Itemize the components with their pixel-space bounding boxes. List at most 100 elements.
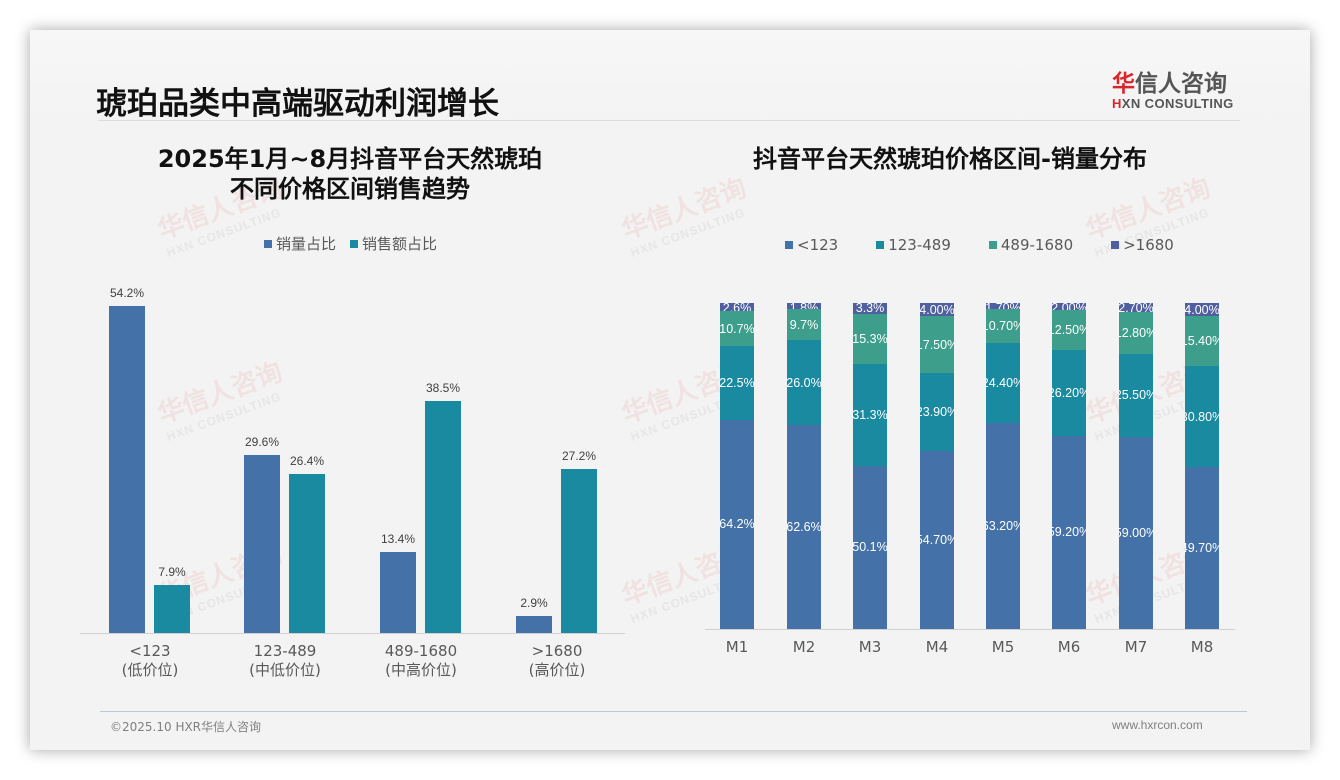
segment-value-label: 26.20% (1052, 386, 1086, 401)
bar-segment: 2.70% (1119, 303, 1153, 312)
bar-volume-1 (244, 454, 280, 633)
category-label-line: <123 (129, 642, 171, 660)
bar-segment: 10.70% (986, 308, 1020, 344)
stacked-bar-M2: 62.6% 26.0% 9.7% 1.8% (787, 303, 821, 629)
segment-value-label: 24.40% (986, 376, 1020, 391)
bar-segment: 59.20% (1052, 435, 1086, 629)
month-label: M6 (1057, 638, 1081, 656)
legend-label: <123 (797, 236, 839, 254)
bar-volume-2 (380, 552, 416, 633)
right-chart-legend: <123 123-489 489-1680 >1680 (785, 236, 1174, 254)
left-chart-x-axis (80, 633, 625, 634)
bar-segment: 15.40% (1185, 316, 1219, 367)
bar-segment: 17.50% (920, 316, 954, 374)
category-label-line: (高价位) (528, 661, 586, 679)
header-band (30, 30, 1310, 120)
logo-en: HXN CONSULTING (1112, 96, 1242, 111)
segment-value-label: 2.6% (722, 303, 752, 312)
category-label: >1680 (高价位) (496, 642, 618, 680)
bar-segment: 2.00% (1052, 303, 1086, 310)
segment-value-label: 3.3% (855, 303, 885, 314)
legend-swatch-icon (1111, 241, 1120, 249)
month-label: M4 (925, 638, 949, 656)
bar-segment: 24.40% (986, 343, 1020, 423)
right-chart-title: 抖音平台天然琥珀价格区间-销量分布 (753, 145, 1147, 173)
bar-segment: 12.50% (1052, 309, 1086, 351)
legend-label: 489-1680 (1000, 236, 1074, 254)
month-label: M7 (1124, 638, 1148, 656)
category-label: 489-1680 (中高价位) (360, 642, 482, 680)
bar-segment: 15.3% (853, 313, 887, 364)
bar-value-label: 2.9% (520, 595, 548, 610)
stacked-bar-M5: 63.20% 24.40% 10.70% 1.70% (986, 303, 1020, 629)
segment-value-label: 23.90% (920, 404, 954, 419)
legend-item-0: <123 (785, 236, 838, 254)
segment-value-label: 4.00% (1185, 303, 1219, 317)
bar-segment: 25.50% (1119, 353, 1153, 437)
left-chart-plot: 54.2% 7.9% <123 (低价位) 29.6% 26.4% 123-489 (中低价位… (30, 30, 730, 750)
legend-swatch-icon (988, 241, 997, 249)
logo-en-rest: XN CONSULTING (1121, 96, 1234, 111)
category-label-line: >1680 (531, 642, 583, 660)
legend-swatch-icon (876, 241, 885, 249)
segment-value-label: 12.80% (1119, 325, 1153, 340)
left-chart-legend: 销量占比 销售额占比 (264, 233, 437, 254)
bar-segment: 31.3% (853, 363, 887, 466)
logo-cn-first: 华 (1112, 71, 1135, 97)
bar-value-label: 29.6% (244, 434, 280, 449)
segment-value-label: 1.70% (986, 303, 1020, 309)
left-chart-title-line2: 不同价格区间销售趋势 (230, 175, 470, 203)
stacked-bar-M6: 59.20% 26.20% 12.50% 2.00% (1052, 303, 1086, 629)
slide: 琥珀品类中高端驱动利润增长 华信人咨询 HXN CONSULTING 华信人咨询… (30, 30, 1310, 750)
footer-copyright: ©2025.10 HXR华信人咨询 (110, 720, 262, 734)
stacked-bar-M4: 54.70% 23.90% 17.50% 4.00% (920, 303, 954, 629)
bar-value-label: 26.4% (289, 453, 325, 468)
company-logo: 华信人咨询 HXN CONSULTING (1112, 64, 1242, 111)
logo-cn: 华信人咨询 (1112, 64, 1242, 98)
segment-value-label: 26.0% (787, 375, 821, 390)
segment-value-label: 10.7% (720, 321, 754, 336)
segment-value-label: 10.70% (986, 319, 1020, 333)
header-divider (98, 120, 1240, 121)
bar-volume-3 (516, 615, 552, 633)
bar-segment: 59.00% (1119, 436, 1153, 629)
segment-value-label: 59.20% (1052, 525, 1086, 540)
month-label: M3 (858, 638, 882, 656)
bar-segment: 3.3% (853, 303, 887, 314)
legend-swatch-icon (350, 239, 359, 248)
category-label: <123 (低价位) (89, 642, 211, 680)
legend-item-revenue-share: 销售额占比 (350, 233, 437, 254)
segment-value-label: 54.70% (920, 532, 954, 547)
legend-label: 销量占比 (276, 235, 337, 253)
bar-segment: 26.0% (787, 340, 821, 426)
segment-value-label: 22.5% (720, 376, 754, 391)
bar-segment: 9.7% (787, 308, 821, 341)
bar-segment: 23.90% (920, 373, 954, 451)
stacked-bar-M8: 49.70% 30.80% 15.40% 4.00% (1185, 303, 1219, 629)
footer-divider (100, 711, 1247, 712)
footer-website: www.hxrcon.com (1112, 718, 1203, 732)
segment-value-label: 9.7% (789, 317, 819, 332)
bar-segment: 54.70% (920, 450, 954, 629)
logo-cn-rest: 信人咨询 (1135, 71, 1227, 97)
month-label: M8 (1190, 638, 1214, 656)
bar-revenue-0 (154, 585, 190, 633)
segment-value-label: 15.40% (1185, 334, 1219, 349)
bar-value-label: 7.9% (158, 565, 186, 580)
bar-segment: 1.8% (787, 303, 821, 309)
segment-value-label: 59.00% (1119, 525, 1153, 540)
segment-value-label: 25.50% (1119, 388, 1153, 403)
bar-segment: 4.00% (1185, 303, 1219, 317)
legend-item-1: 123-489 (876, 236, 951, 254)
category-label-line: (低价位) (121, 661, 179, 679)
legend-swatch-icon (785, 241, 793, 249)
bar-value-label: 38.5% (425, 380, 461, 395)
month-label: M5 (991, 638, 1015, 656)
legend-label: 销售额占比 (362, 235, 438, 253)
legend-swatch-icon (264, 239, 272, 248)
category-label-line: 123-489 (253, 642, 317, 660)
bar-segment: 49.70% (1185, 466, 1219, 629)
month-label: M1 (725, 638, 749, 656)
segment-value-label: 4.00% (920, 303, 954, 317)
legend-label: 123-489 (888, 236, 951, 254)
